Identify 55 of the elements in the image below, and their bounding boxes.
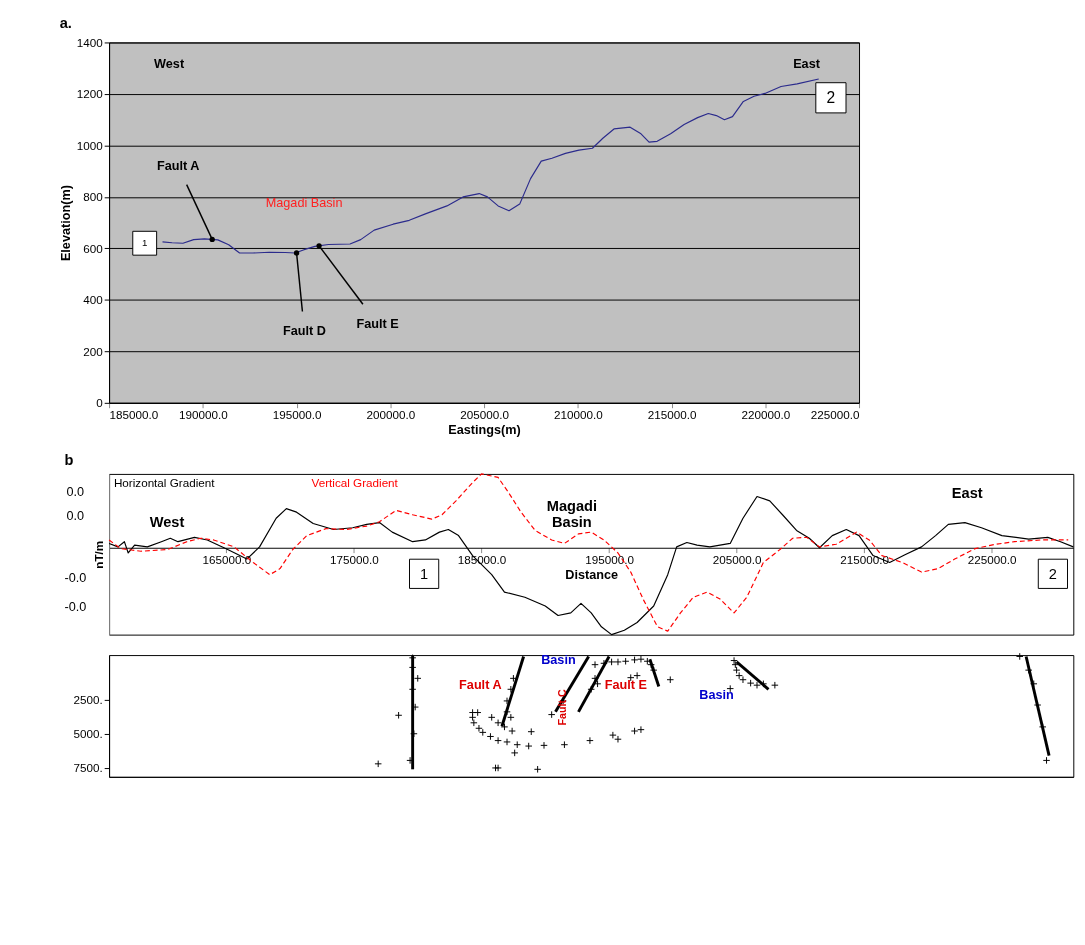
annotation: 2 — [1048, 565, 1057, 582]
x-tick-label: 210000.0 — [553, 407, 604, 421]
annotation: Fault A — [459, 678, 502, 693]
annotation: West — [149, 514, 185, 531]
x-tick-label: 205000.0 — [460, 407, 510, 421]
x-tick-label: 195000.0 — [272, 407, 322, 421]
annotation: Fault E — [356, 316, 399, 331]
annotation: Fault C — [556, 689, 569, 726]
annotation: Fault D — [282, 323, 326, 338]
x-tick-label: 215000.0 — [647, 407, 697, 421]
y-tick-label: 200 — [83, 344, 104, 358]
x-axis-title: Distance — [565, 568, 619, 583]
annotation: Magadi Basin — [265, 195, 343, 210]
x-tick-label: 175000.0 — [330, 552, 380, 566]
y-axis-title: nT/m — [91, 540, 105, 569]
x-tick-label: 225000.0 — [967, 552, 1018, 566]
annotation: Fault A — [156, 159, 200, 174]
x-tick-label: 190000.0 — [178, 407, 229, 421]
annotation: Basin — [699, 688, 734, 703]
y-tick-label: 0 — [96, 396, 104, 410]
chart-title: b — [64, 451, 74, 468]
annotation: Basin — [541, 652, 576, 667]
y-tick-label: 1400 — [76, 35, 104, 49]
chart-title: a. — [59, 14, 72, 31]
annotation: 1 — [142, 237, 148, 249]
text: -0.0 — [64, 600, 87, 615]
y-tick-label: 1200 — [76, 87, 104, 101]
series-label: Vertical Gradient — [311, 476, 399, 490]
x-tick-label: 200000.0 — [366, 407, 416, 421]
y-tick-label: 800 — [83, 190, 104, 204]
y-tick-label: 400 — [83, 293, 104, 307]
text: Horizontal Gradient — [113, 476, 216, 490]
text: 0.0 — [66, 484, 85, 499]
x-tick-label: 205000.0 — [712, 552, 762, 566]
annotation: Fault E — [604, 678, 648, 693]
annotation: 2 — [826, 88, 836, 106]
annotation: Magadi Basin — [546, 497, 598, 531]
y-tick-label: 2500. — [73, 692, 103, 706]
x-axis-title: Eastings(m) — [448, 423, 521, 438]
x-tick-label: 165000.0 — [202, 552, 252, 566]
y-axis-title: Elevation(m) — [58, 185, 73, 262]
x-tick-label: 225000.0 — [810, 407, 861, 421]
x-tick-label: 195000.0 — [585, 552, 635, 566]
annotation: East — [951, 485, 983, 502]
y-tick-label: 7500. — [73, 761, 103, 775]
x-tick-label: 185000.0 — [109, 407, 159, 421]
y-tick-label: 1000 — [76, 138, 104, 152]
annotation: East — [793, 56, 821, 71]
annotation: West — [154, 56, 185, 71]
text: -0.0 — [64, 571, 87, 586]
text: 0.0 — [66, 508, 85, 523]
x-tick-label: 220000.0 — [741, 407, 791, 421]
y-tick-label: 600 — [83, 241, 104, 255]
y-tick-label: 5000. — [73, 727, 103, 741]
annotation: 1 — [420, 565, 429, 582]
